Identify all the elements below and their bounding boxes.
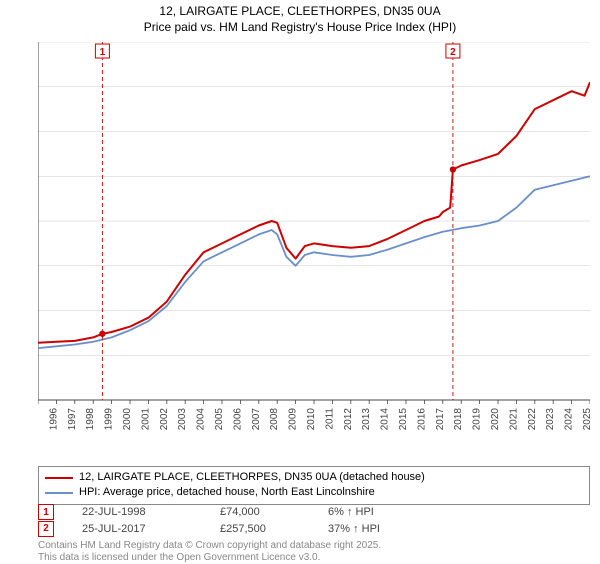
title-line-1: 12, LAIRGATE PLACE, CLEETHORPES, DN35 0U… [0, 4, 600, 20]
legend-item: 12, LAIRGATE PLACE, CLEETHORPES, DN35 0U… [45, 470, 583, 485]
chart-container: 12, LAIRGATE PLACE, CLEETHORPES, DN35 0U… [0, 0, 600, 560]
svg-text:2001: 2001 [140, 408, 151, 430]
svg-text:2018: 2018 [453, 408, 464, 430]
footer-line-1: Contains HM Land Registry data © Crown c… [38, 540, 381, 552]
legend-swatch [45, 477, 73, 479]
svg-text:1998: 1998 [85, 408, 96, 430]
svg-text:2014: 2014 [380, 408, 391, 430]
svg-text:2022: 2022 [527, 408, 538, 430]
svg-text:2016: 2016 [416, 408, 427, 430]
svg-text:2000: 2000 [122, 408, 133, 430]
svg-text:2008: 2008 [269, 408, 280, 430]
svg-text:2024: 2024 [564, 408, 575, 430]
svg-text:1996: 1996 [48, 408, 59, 430]
marker-delta: 6% ↑ HPI [328, 504, 374, 521]
marker-row: 1 22-JUL-1998 £74,000 6% ↑ HPI [38, 504, 590, 521]
svg-text:2019: 2019 [472, 408, 483, 430]
footer-line-2: This data is licensed under the Open Gov… [38, 552, 381, 564]
marker-row: 2 25-JUL-2017 £257,500 37% ↑ HPI [38, 521, 590, 538]
line-chart: £0£50K£100K£150K£200K£250K£300K£350K£400… [38, 42, 590, 430]
svg-text:2020: 2020 [490, 408, 501, 430]
svg-text:2025: 2025 [582, 408, 590, 430]
legend-swatch [45, 492, 73, 494]
svg-text:2023: 2023 [545, 408, 556, 430]
svg-text:2015: 2015 [398, 408, 409, 430]
svg-text:1: 1 [100, 47, 106, 58]
marker-price: £74,000 [220, 504, 300, 521]
legend-item: HPI: Average price, detached house, Nort… [45, 485, 583, 500]
svg-text:2009: 2009 [288, 408, 299, 430]
marker-date: 25-JUL-2017 [82, 521, 192, 538]
marker-price: £257,500 [220, 521, 300, 538]
svg-text:1999: 1999 [104, 408, 115, 430]
svg-text:2012: 2012 [343, 408, 354, 430]
svg-text:2005: 2005 [214, 408, 225, 430]
svg-text:2021: 2021 [508, 408, 519, 430]
svg-text:2003: 2003 [177, 408, 188, 430]
marker-delta: 37% ↑ HPI [328, 521, 380, 538]
svg-text:2013: 2013 [361, 408, 372, 430]
svg-text:2017: 2017 [435, 408, 446, 430]
svg-text:2002: 2002 [159, 408, 170, 430]
marker-badge: 1 [38, 504, 54, 520]
marker-date: 22-JUL-1998 [82, 504, 192, 521]
chart-title: 12, LAIRGATE PLACE, CLEETHORPES, DN35 0U… [0, 0, 600, 35]
svg-text:2006: 2006 [232, 408, 243, 430]
marker-badge: 2 [38, 521, 54, 537]
legend-label: 12, LAIRGATE PLACE, CLEETHORPES, DN35 0U… [79, 470, 425, 485]
svg-text:2007: 2007 [251, 408, 262, 430]
svg-text:2010: 2010 [306, 408, 317, 430]
svg-text:2011: 2011 [324, 408, 335, 430]
svg-text:2: 2 [450, 47, 456, 58]
svg-text:1995: 1995 [38, 408, 41, 430]
footer: Contains HM Land Registry data © Crown c… [38, 540, 381, 564]
svg-text:2004: 2004 [196, 408, 207, 430]
legend: 12, LAIRGATE PLACE, CLEETHORPES, DN35 0U… [38, 466, 590, 505]
svg-text:1997: 1997 [67, 408, 78, 430]
marker-table: 1 22-JUL-1998 £74,000 6% ↑ HPI 2 25-JUL-… [38, 504, 590, 537]
legend-label: HPI: Average price, detached house, Nort… [79, 485, 375, 500]
title-line-2: Price paid vs. HM Land Registry's House … [0, 20, 600, 36]
